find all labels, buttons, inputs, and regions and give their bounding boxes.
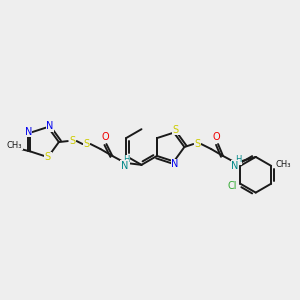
Text: O: O [102,132,109,142]
Text: Cl: Cl [228,181,237,191]
Text: O: O [212,132,220,142]
Text: S: S [70,136,76,146]
Text: S: S [83,139,90,149]
Text: N: N [121,161,128,171]
Text: H: H [123,155,129,164]
Text: S: S [45,152,51,162]
Text: H: H [235,155,241,164]
Text: N: N [171,159,178,170]
Text: CH₃: CH₃ [7,141,22,150]
Text: S: S [194,139,200,149]
Text: N: N [231,161,239,171]
Text: S: S [173,124,179,135]
Text: N: N [25,127,32,137]
Text: N: N [46,121,54,131]
Text: CH₃: CH₃ [275,160,291,169]
